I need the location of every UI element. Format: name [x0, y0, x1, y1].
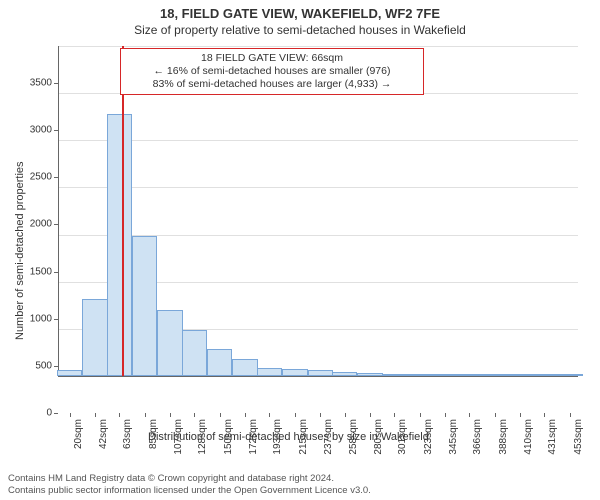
x-tick-mark — [220, 413, 221, 417]
annotation-box: 18 FIELD GATE VIEW: 66sqm ← 16% of semi-… — [120, 48, 424, 95]
histogram-bar — [457, 374, 482, 376]
histogram-bar — [308, 370, 333, 376]
plot-area — [58, 46, 578, 376]
x-tick-label: 453sqm — [573, 419, 584, 455]
chart-container: 18, FIELD GATE VIEW, WAKEFIELD, WF2 7FE … — [0, 0, 600, 500]
histogram-bar — [357, 373, 382, 376]
histogram-bar — [182, 330, 207, 376]
y-tick-label: 3500 — [0, 78, 52, 89]
attribution-line-1: Contains HM Land Registry data © Crown c… — [8, 473, 592, 484]
x-tick-mark — [445, 413, 446, 417]
x-tick-mark — [145, 413, 146, 417]
y-tick-label: 2500 — [0, 172, 52, 183]
histogram-bar — [407, 374, 432, 376]
attribution: Contains HM Land Registry data © Crown c… — [0, 473, 600, 496]
x-tick-mark — [394, 413, 395, 417]
chart-title: 18, FIELD GATE VIEW, WAKEFIELD, WF2 7FE — [0, 0, 600, 21]
x-tick-mark — [95, 413, 96, 417]
gridline — [58, 140, 578, 141]
x-tick-mark — [119, 413, 120, 417]
y-tick-label: 3000 — [0, 125, 52, 136]
histogram-bar — [382, 374, 407, 376]
x-tick-mark — [520, 413, 521, 417]
gridline — [58, 187, 578, 188]
property-marker-line — [122, 46, 124, 376]
x-axis-label: Distribution of semi-detached houses by … — [148, 431, 429, 443]
annotation-line-2: ← 16% of semi-detached houses are smalle… — [129, 65, 415, 78]
x-tick-mark — [345, 413, 346, 417]
x-tick-mark — [245, 413, 246, 417]
histogram-bar — [157, 310, 182, 376]
x-tick-mark — [194, 413, 195, 417]
y-tick-label: 500 — [0, 360, 52, 371]
y-tick-mark — [54, 413, 58, 414]
annotation-line-3: 83% of semi-detached houses are larger (… — [129, 78, 415, 91]
histogram-bar — [232, 359, 257, 376]
histogram-bar — [57, 370, 82, 376]
y-tick-label: 0 — [0, 408, 52, 419]
histogram-bar — [508, 374, 533, 376]
histogram-bar — [332, 372, 357, 376]
x-tick-mark — [320, 413, 321, 417]
histogram-bar — [132, 236, 157, 376]
gridline — [58, 46, 578, 47]
x-tick-mark — [544, 413, 545, 417]
x-axis-line — [58, 376, 578, 377]
x-tick-label: 410sqm — [523, 419, 534, 455]
x-tick-mark — [420, 413, 421, 417]
y-tick-label: 1500 — [0, 266, 52, 277]
x-tick-mark — [570, 413, 571, 417]
y-tick-label: 1000 — [0, 313, 52, 324]
histogram-bar — [482, 374, 507, 376]
histogram-bar — [557, 374, 582, 376]
histogram-bar — [432, 374, 457, 376]
x-tick-label: 20sqm — [73, 419, 84, 449]
y-axis-line — [58, 46, 59, 376]
x-tick-mark — [170, 413, 171, 417]
x-tick-label: 63sqm — [122, 419, 133, 449]
x-tick-label: 42sqm — [98, 419, 109, 449]
histogram-bar — [107, 114, 132, 376]
chart-subtitle: Size of property relative to semi-detach… — [0, 21, 600, 37]
histogram-bar — [207, 349, 232, 376]
y-tick-label: 2000 — [0, 219, 52, 230]
x-tick-label: 345sqm — [448, 419, 459, 455]
x-tick-mark — [269, 413, 270, 417]
x-tick-mark — [295, 413, 296, 417]
histogram-bar — [532, 374, 557, 376]
x-tick-mark — [370, 413, 371, 417]
attribution-line-2: Contains public sector information licen… — [8, 485, 592, 496]
x-tick-label: 388sqm — [498, 419, 509, 455]
annotation-line-1: 18 FIELD GATE VIEW: 66sqm — [129, 52, 415, 65]
x-tick-mark — [469, 413, 470, 417]
histogram-bar — [82, 299, 107, 376]
x-tick-label: 431sqm — [547, 419, 558, 455]
histogram-bar — [282, 369, 307, 376]
x-tick-mark — [70, 413, 71, 417]
histogram-bar — [257, 368, 282, 376]
x-tick-label: 366sqm — [472, 419, 483, 455]
x-tick-mark — [495, 413, 496, 417]
